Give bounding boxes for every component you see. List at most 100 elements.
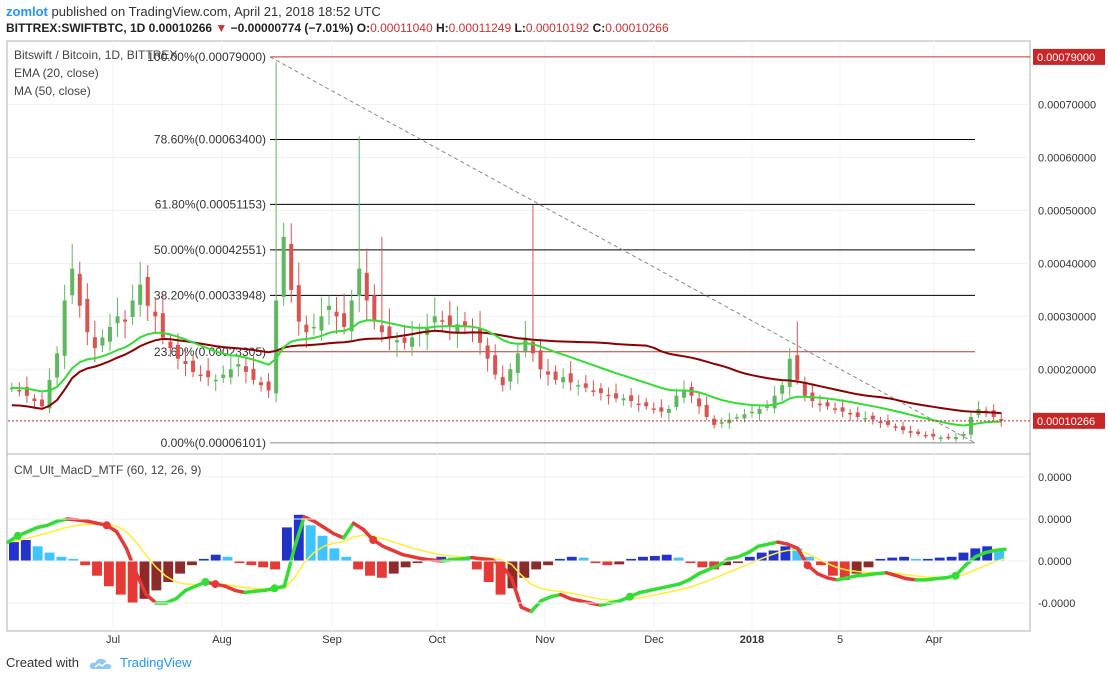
macd-line-segment: [134, 571, 148, 597]
macd-cross-dot: [369, 536, 378, 544]
candle-body: [349, 300, 354, 332]
macd-histogram-bar: [305, 525, 316, 561]
candle-body: [780, 385, 785, 394]
macd-histogram-bar: [578, 557, 589, 561]
candle-body: [92, 337, 97, 349]
macd-histogram-bar: [80, 561, 91, 566]
last-price: 0.00010266: [148, 21, 213, 35]
macd-histogram-bar: [198, 558, 209, 561]
candle-body: [274, 300, 279, 394]
macd-histogram-bar: [697, 561, 708, 568]
macd-histogram-bar: [400, 561, 411, 568]
macd-histogram-bar: [92, 561, 102, 576]
candle-body: [493, 355, 498, 375]
macd-line-segment: [174, 588, 188, 601]
price-tick-label: 0.00070000: [1038, 100, 1096, 112]
candle-body: [508, 369, 513, 382]
macd-line-segment: [687, 571, 701, 582]
candle-body: [765, 406, 770, 408]
macd-line-segment: [391, 548, 405, 557]
time-tick-label: Jul: [106, 634, 120, 646]
candle-body: [734, 416, 739, 419]
candle-body: [62, 300, 67, 356]
macd-line-segment: [539, 594, 553, 603]
chart-area[interactable]: 100.00%(0.00079000) 78.60%(0.00063400) 61.…: [0, 38, 1108, 650]
candle-body: [901, 426, 906, 431]
symbol: BITTREX:SWIFTBTC, 1D: [6, 21, 146, 35]
candle-body: [85, 298, 90, 333]
macd-histogram-bar: [638, 556, 648, 561]
time-tick-label: Apr: [925, 634, 942, 646]
macd-line-segment: [381, 544, 395, 553]
candle-body: [123, 319, 128, 322]
price-tick-label: 0.00040000: [1038, 258, 1096, 270]
candle-body: [175, 344, 180, 359]
candle-body: [100, 337, 105, 346]
macd-line-segment: [707, 563, 721, 572]
candle-body: [666, 408, 671, 413]
candle-body: [47, 379, 52, 409]
macd-histogram-bar: [554, 558, 565, 561]
candle-body: [629, 395, 634, 402]
high-label: H:: [435, 21, 449, 35]
candle-body: [840, 407, 845, 412]
candle-body: [32, 398, 37, 402]
price-tick-label: 0.00030000: [1038, 311, 1096, 323]
candle-body: [538, 350, 543, 370]
candle-body: [817, 403, 822, 406]
candle-body: [440, 320, 445, 322]
fib-level-label: 78.60%(0.00063400): [154, 132, 266, 146]
macd-histogram-bar: [970, 548, 981, 561]
macd-histogram-bar: [139, 561, 150, 599]
macd-line-segment: [677, 578, 691, 586]
macd-histogram-bar: [246, 561, 257, 566]
candle-body: [138, 284, 143, 305]
macd-histogram-bar: [566, 556, 577, 561]
candle-body: [697, 398, 702, 407]
fib-level-label: 38.20%(0.00033948): [154, 288, 266, 302]
macd-histogram-bar: [222, 556, 233, 561]
tradingview-link[interactable]: TradingView: [120, 655, 192, 670]
candle-body: [311, 326, 316, 329]
macd-histogram-bar: [602, 561, 613, 566]
fib-trend-line[interactable]: [269, 56, 976, 444]
high-tag-bg: [1033, 48, 1105, 65]
candle-body: [916, 431, 921, 434]
macd-line-segment: [183, 584, 198, 593]
publish-line: zomlot published on TradingView.com, Apr…: [6, 4, 381, 19]
candle-body: [130, 300, 135, 318]
candle-body: [70, 268, 75, 296]
candle-body: [530, 341, 535, 354]
fib-level-label: 50.00%(0.00042551): [154, 243, 266, 257]
macd-histogram-bar: [436, 556, 447, 561]
macd-histogram-bar: [388, 561, 399, 574]
candle-body: [546, 371, 551, 375]
time-tick-label: Sep: [322, 634, 342, 646]
high-value: 0.00011249: [448, 21, 512, 35]
macd-histogram-bar: [922, 558, 933, 561]
macd-histogram-bar: [851, 561, 862, 574]
candle-body: [870, 415, 875, 420]
candle-body: [576, 385, 581, 387]
price-tick-label: 0.00050000: [1038, 205, 1096, 217]
macd-histogram-bar: [163, 561, 174, 582]
candle-body: [296, 285, 301, 322]
candle-body: [228, 369, 233, 378]
last-tag-bg: [1033, 412, 1105, 429]
macd-histogram-bar: [839, 561, 850, 580]
macd-line-segment: [282, 546, 297, 588]
candle-body: [825, 402, 830, 407]
author-link[interactable]: zomlot: [6, 4, 48, 19]
candle-body: [553, 371, 558, 380]
macd-histogram-bar: [187, 561, 197, 566]
macd-cross-dot: [211, 580, 220, 589]
candle-body: [485, 345, 490, 359]
candle-body: [39, 399, 44, 407]
macd-histogram-bar: [614, 561, 625, 565]
fib-retracement: 100.00%(0.00079000) 78.60%(0.00063400) 61.…: [147, 50, 1030, 450]
macd-histogram-bar: [32, 546, 43, 561]
candle-body: [795, 355, 800, 380]
time-tick-label: Oct: [428, 634, 445, 646]
macd-histogram-bar: [234, 561, 245, 564]
macd-histogram-bar: [661, 554, 672, 561]
